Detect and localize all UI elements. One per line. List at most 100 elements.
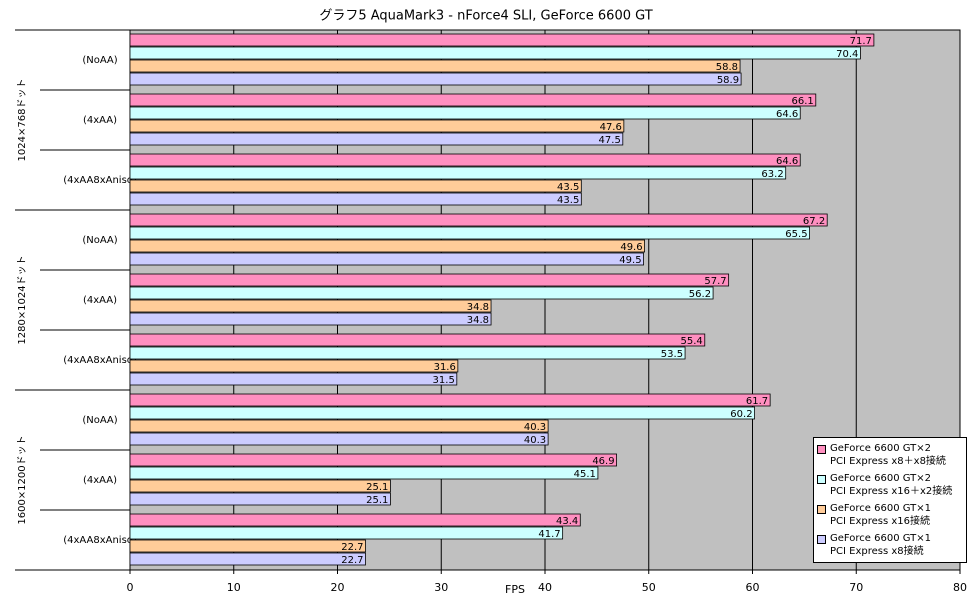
value-label: 70.4 — [836, 49, 858, 60]
value-label: 71.7 — [850, 36, 872, 47]
bar — [129, 192, 582, 206]
value-label: 58.8 — [716, 62, 738, 73]
x-axis-label: FPS — [505, 583, 525, 596]
y-tick-label: (4xAA8xAniso) — [63, 535, 137, 546]
legend-label: GeForce 6600 GT×2 PCI Express x16＋x2接続 — [830, 473, 953, 497]
x-tick-label: 0 — [127, 581, 134, 594]
x-tick-label: 40 — [538, 581, 552, 594]
value-label: 67.2 — [803, 216, 825, 227]
legend: GeForce 6600 GT×2 PCI Express x8＋x8接続 GeF… — [813, 437, 967, 563]
bar — [129, 179, 582, 193]
bar — [129, 312, 492, 326]
bar — [129, 479, 391, 493]
bar — [129, 299, 492, 313]
bar — [129, 453, 617, 467]
bar — [129, 119, 625, 133]
y-tick-label: (4xAA) — [83, 295, 117, 306]
bar — [129, 286, 714, 300]
legend-label: GeForce 6600 GT×2 PCI Express x8＋x8接続 — [830, 443, 946, 467]
x-tick-label: 60 — [746, 581, 760, 594]
chart-title: グラフ5 AquaMark3 - nForce4 SLI, GeForce 66… — [319, 9, 652, 24]
bar — [129, 166, 787, 180]
value-label: 61.7 — [746, 396, 768, 407]
legend-label: GeForce 6600 GT×1 PCI Express x8接続 — [830, 533, 932, 557]
bar — [129, 526, 564, 540]
x-tick-label: 80 — [953, 581, 967, 594]
value-label: 60.2 — [730, 409, 752, 420]
bar — [129, 552, 366, 566]
value-label: 31.6 — [434, 362, 456, 373]
bar — [129, 359, 459, 373]
legend-swatch — [817, 445, 826, 454]
y-tick-label: (NoAA) — [82, 235, 117, 246]
bar — [129, 393, 771, 407]
bar — [129, 72, 742, 86]
bar — [129, 466, 599, 480]
legend-swatch — [817, 505, 826, 514]
y-tick-label: (4xAA) — [83, 475, 117, 486]
bar — [129, 513, 581, 527]
legend-swatch — [817, 535, 826, 544]
value-label: 46.9 — [592, 456, 614, 467]
y-tick-label: (4xAA) — [83, 115, 117, 126]
bar — [129, 273, 730, 287]
value-label: 41.7 — [538, 529, 560, 540]
bar — [129, 106, 801, 120]
value-label: 47.6 — [600, 122, 622, 133]
value-label: 43.4 — [556, 516, 578, 527]
x-tick-label: 50 — [642, 581, 656, 594]
value-label: 40.3 — [524, 422, 546, 433]
value-label: 22.7 — [341, 555, 363, 566]
bar — [129, 132, 624, 146]
value-label: 47.5 — [599, 135, 621, 146]
value-label: 64.6 — [776, 156, 798, 167]
value-label: 63.2 — [761, 169, 783, 180]
value-label: 43.5 — [557, 182, 579, 193]
value-label: 66.1 — [792, 96, 814, 107]
bar — [129, 333, 706, 347]
value-label: 65.5 — [785, 229, 807, 240]
value-label: 34.8 — [467, 315, 489, 326]
y-tick-label: (NoAA) — [82, 55, 117, 66]
value-label: 31.5 — [433, 375, 455, 386]
group-label: 1600×1200ドット — [17, 435, 28, 524]
group-label: 1280×1024ドット — [17, 255, 28, 344]
value-label: 25.1 — [366, 495, 388, 506]
x-tick-label: 30 — [434, 581, 448, 594]
bar — [129, 239, 645, 253]
bar — [129, 59, 741, 73]
y-tick-label: (4xAA8xAniso) — [63, 355, 137, 366]
value-label: 64.6 — [776, 109, 798, 120]
bar — [129, 33, 875, 47]
bar — [129, 252, 644, 266]
y-tick-label: (NoAA) — [82, 415, 117, 426]
bar — [129, 46, 861, 60]
legend-item: GeForce 6600 GT×2 PCI Express x16＋x2接続 — [814, 470, 966, 500]
value-label: 58.9 — [717, 75, 739, 86]
value-label: 43.5 — [557, 195, 579, 206]
legend-swatch — [817, 475, 826, 484]
value-label: 22.7 — [341, 542, 363, 553]
bar — [129, 93, 817, 107]
x-tick-label: 70 — [849, 581, 863, 594]
bar — [129, 406, 755, 420]
value-label: 49.6 — [620, 242, 642, 253]
x-tick-label: 20 — [331, 581, 345, 594]
value-label: 25.1 — [366, 482, 388, 493]
y-tick-label: (4xAA8xAniso) — [63, 175, 137, 186]
value-label: 56.2 — [689, 289, 711, 300]
bar — [129, 419, 549, 433]
value-label: 57.7 — [704, 276, 726, 287]
value-label: 45.1 — [574, 469, 596, 480]
x-tick-label: 10 — [227, 581, 241, 594]
value-label: 34.8 — [467, 302, 489, 313]
bar — [129, 372, 458, 386]
legend-item: GeForce 6600 GT×1 PCI Express x8接続 — [814, 530, 966, 560]
legend-item: GeForce 6600 GT×2 PCI Express x8＋x8接続 — [814, 440, 966, 470]
group-label: 1024×768ドット — [17, 79, 28, 162]
bar — [129, 539, 366, 553]
bar — [129, 226, 810, 240]
bar — [129, 213, 828, 227]
value-label: 55.4 — [681, 336, 703, 347]
